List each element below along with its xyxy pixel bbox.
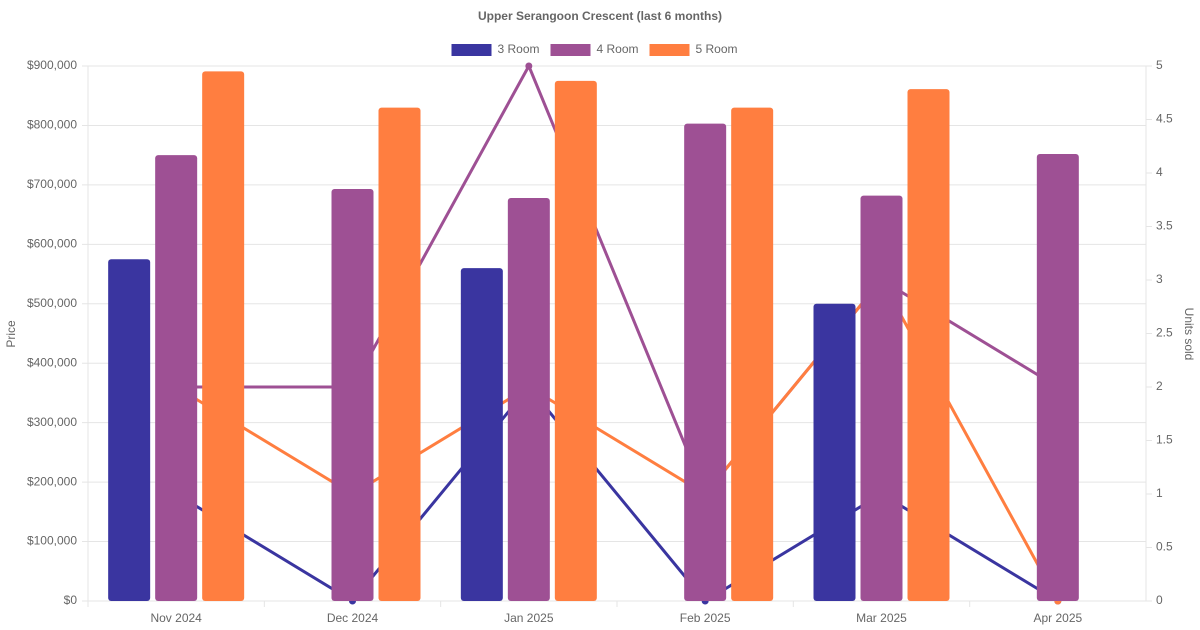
bar <box>155 155 198 601</box>
y2-tick-label: 0.5 <box>1156 540 1173 554</box>
y-tick-label: $800,000 <box>27 118 77 132</box>
bar <box>554 80 597 602</box>
y-axis-label: Price <box>4 320 18 348</box>
legend-swatch <box>451 44 492 56</box>
bar <box>460 268 503 601</box>
y-tick-label: $700,000 <box>27 177 77 191</box>
bar <box>378 107 421 601</box>
units-point <box>525 62 533 70</box>
x-tick-label: Apr 2025 <box>1033 611 1082 625</box>
y2-tick-label: 1.5 <box>1156 433 1173 447</box>
y2-tick-label: 2 <box>1156 379 1163 393</box>
legend-label: 5 Room <box>696 42 738 56</box>
chart-title: Upper Serangoon Crescent (last 6 months) <box>478 9 722 23</box>
y-tick-label: $0 <box>64 593 78 607</box>
bar <box>813 303 856 601</box>
bar <box>1036 153 1079 601</box>
y2-tick-label: 4.5 <box>1156 112 1173 126</box>
legend-label: 3 Room <box>498 42 540 56</box>
bar <box>731 107 774 601</box>
bar <box>202 71 245 602</box>
bar <box>684 123 727 602</box>
y-tick-label: $600,000 <box>27 237 77 251</box>
y2-tick-label: 2.5 <box>1156 326 1173 340</box>
y-tick-label: $100,000 <box>27 534 77 548</box>
x-tick-label: Feb 2025 <box>680 611 731 625</box>
x-tick-label: Mar 2025 <box>856 611 907 625</box>
y2-tick-label: 4 <box>1156 165 1163 179</box>
y-tick-label: $200,000 <box>27 474 77 488</box>
y2-tick-label: 3.5 <box>1156 219 1173 233</box>
y-tick-label: $900,000 <box>27 58 77 72</box>
bar <box>907 89 950 601</box>
bar <box>507 197 550 601</box>
bar <box>331 189 374 602</box>
bar <box>108 259 151 601</box>
y2-tick-label: 0 <box>1156 593 1163 607</box>
y-tick-label: $500,000 <box>27 296 77 310</box>
legend-swatch <box>550 44 591 56</box>
y-tick-label: $400,000 <box>27 355 77 369</box>
y2-tick-label: 1 <box>1156 486 1163 500</box>
x-tick-label: Dec 2024 <box>327 611 379 625</box>
y2-axis-label: Units sold <box>1182 308 1196 361</box>
legend-label: 4 Room <box>597 42 639 56</box>
bar <box>860 195 903 602</box>
legend-swatch <box>649 44 690 56</box>
x-tick-label: Jan 2025 <box>504 611 554 625</box>
y-tick-label: $300,000 <box>27 415 77 429</box>
x-tick-label: Nov 2024 <box>150 611 202 625</box>
y2-tick-label: 3 <box>1156 272 1163 286</box>
y2-tick-label: 5 <box>1156 58 1163 72</box>
